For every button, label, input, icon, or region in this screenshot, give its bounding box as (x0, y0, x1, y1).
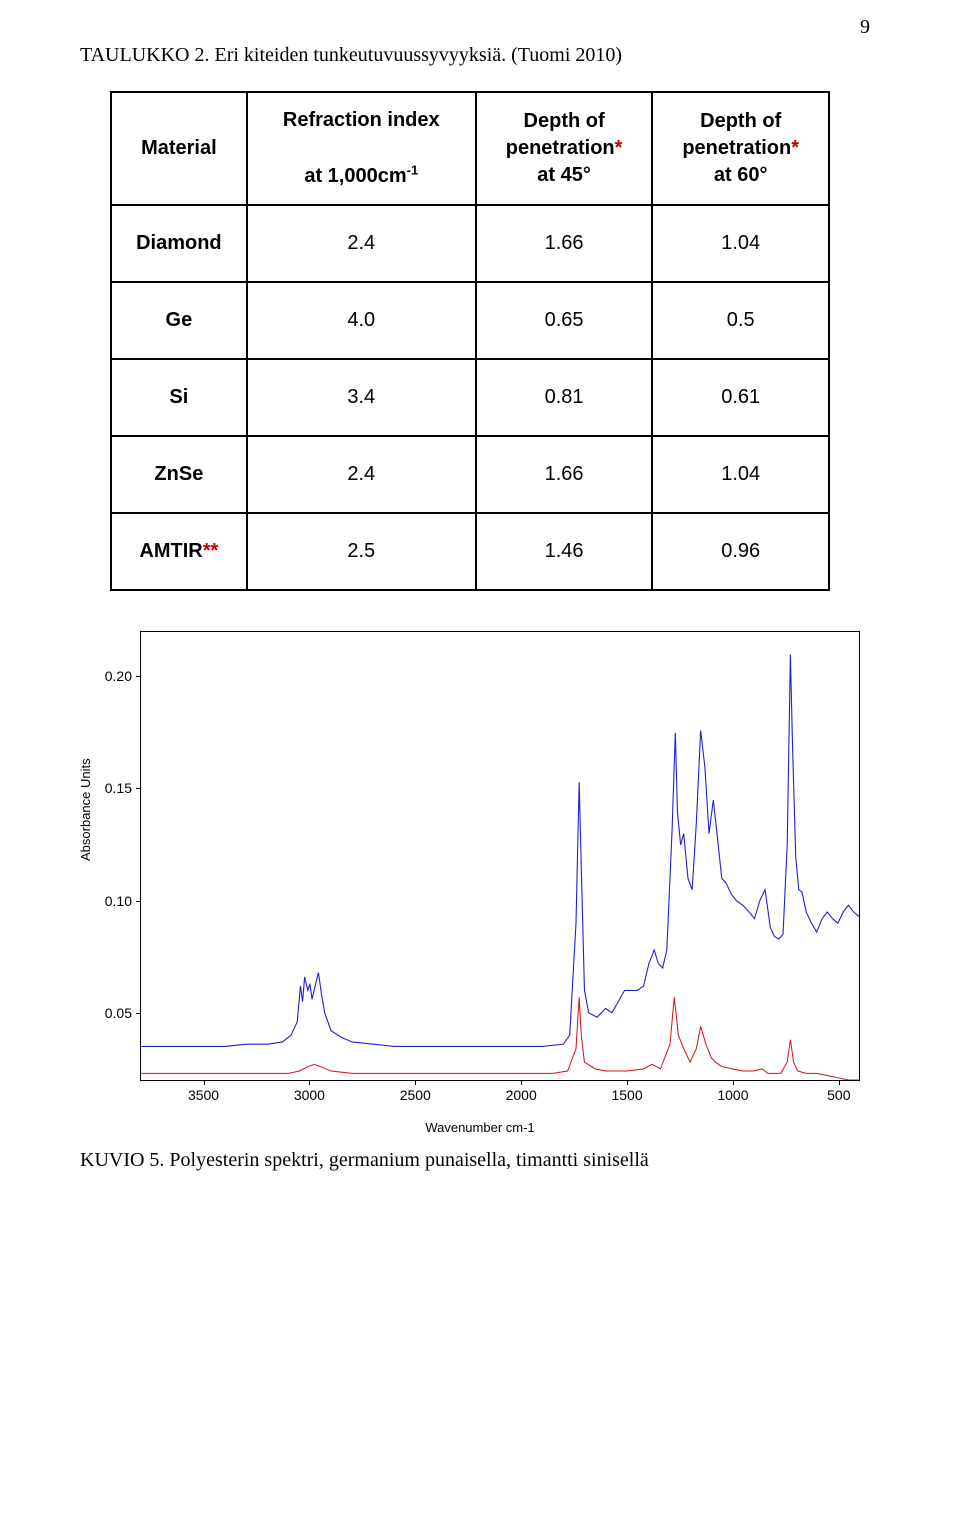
table-row: Ge4.00.650.5 (111, 282, 829, 359)
materials-table: Material Refraction index at 1,000cm-1 D… (110, 91, 830, 591)
ytick-mark (136, 788, 140, 789)
xtick-mark (415, 1081, 416, 1085)
y-axis-label: Absorbance Units (78, 758, 93, 861)
figure-caption: KUVIO 5. Polyesterin spektri, germanium … (80, 1149, 880, 1172)
th-d60: Depth of penetration* at 60° (652, 92, 829, 205)
ytick-label: 0.10 (98, 893, 132, 909)
cell-material: Ge (111, 282, 247, 359)
table-row: Diamond2.41.661.04 (111, 205, 829, 282)
xtick-mark (204, 1081, 205, 1085)
th-material: Material (111, 92, 247, 205)
table-row: Si3.40.810.61 (111, 359, 829, 436)
xtick-mark (309, 1081, 310, 1085)
ytick-label: 0.15 (98, 780, 132, 796)
x-axis-label: Wavenumber cm-1 (80, 1120, 880, 1135)
cell-value: 2.5 (247, 513, 476, 590)
xtick-label: 2500 (390, 1087, 440, 1103)
cell-value: 1.04 (652, 205, 829, 282)
cell-material: AMTIR** (111, 513, 247, 590)
series-germanium-red (141, 997, 859, 1080)
ytick-mark (136, 676, 140, 677)
cell-material: Si (111, 359, 247, 436)
series-diamond-blue (141, 654, 859, 1046)
xtick-mark (627, 1081, 628, 1085)
cell-value: 2.4 (247, 436, 476, 513)
cell-value: 0.65 (476, 282, 653, 359)
cell-value: 2.4 (247, 205, 476, 282)
plot-frame (140, 631, 860, 1081)
th-d45: Depth of penetration* at 45° (476, 92, 653, 205)
ytick-mark (136, 901, 140, 902)
table-row: AMTIR**2.51.460.96 (111, 513, 829, 590)
spectrum-svg (141, 632, 859, 1080)
th-refraction: Refraction index at 1,000cm-1 (247, 92, 476, 205)
xtick-label: 1500 (602, 1087, 652, 1103)
cell-value: 1.46 (476, 513, 653, 590)
ytick-label: 0.05 (98, 1005, 132, 1021)
cell-value: 0.96 (652, 513, 829, 590)
page-number: 9 (860, 16, 870, 39)
xtick-label: 3000 (284, 1087, 334, 1103)
ytick-mark (136, 1013, 140, 1014)
cell-value: 4.0 (247, 282, 476, 359)
ytick-label: 0.20 (98, 668, 132, 684)
cell-value: 0.81 (476, 359, 653, 436)
xtick-label: 2000 (496, 1087, 546, 1103)
cell-value: 1.66 (476, 205, 653, 282)
cell-value: 0.5 (652, 282, 829, 359)
xtick-mark (521, 1081, 522, 1085)
xtick-mark (839, 1081, 840, 1085)
spectrum-chart: Absorbance Units Wavenumber cm-1 0.05 0.1… (80, 621, 880, 1141)
cell-value: 3.4 (247, 359, 476, 436)
xtick-label: 1000 (708, 1087, 758, 1103)
xtick-label: 3500 (179, 1087, 229, 1103)
cell-material: ZnSe (111, 436, 247, 513)
xtick-label: 500 (814, 1087, 864, 1103)
cell-value: 1.04 (652, 436, 829, 513)
xtick-mark (733, 1081, 734, 1085)
table-row: ZnSe2.41.661.04 (111, 436, 829, 513)
cell-material: Diamond (111, 205, 247, 282)
cell-value: 1.66 (476, 436, 653, 513)
cell-value: 0.61 (652, 359, 829, 436)
table-caption: TAULUKKO 2. Eri kiteiden tunkeutuvuussyv… (80, 44, 880, 67)
